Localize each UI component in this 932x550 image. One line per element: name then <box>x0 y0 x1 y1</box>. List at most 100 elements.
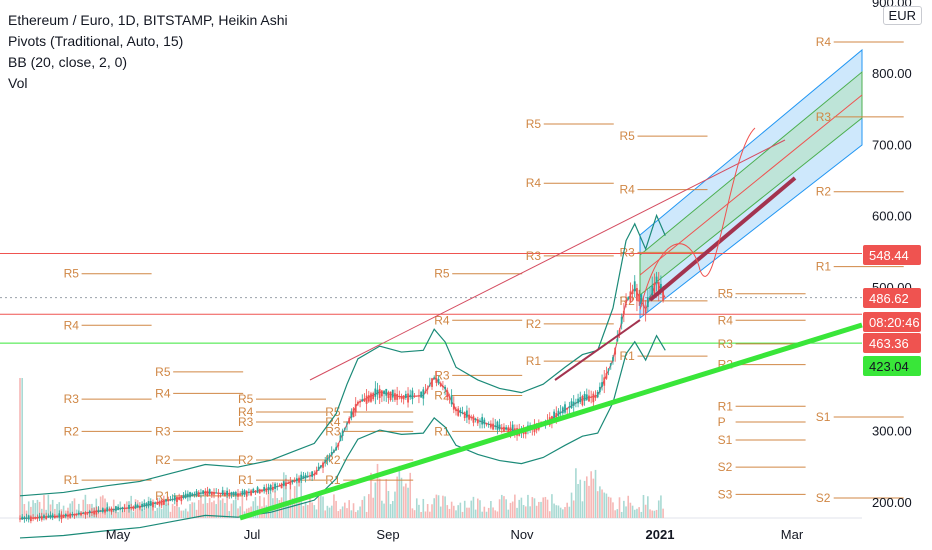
candle-body <box>256 487 259 493</box>
volume-label[interactable]: Vol <box>8 75 28 91</box>
volume-bar <box>291 498 294 518</box>
volume-bar <box>56 503 58 518</box>
volume-bar <box>313 505 316 518</box>
candle-body <box>333 450 335 453</box>
volume-bar <box>638 507 640 518</box>
candle-body <box>468 414 470 420</box>
candle-body <box>213 491 215 495</box>
volume-bar <box>520 497 523 518</box>
volume-bar <box>237 508 239 518</box>
pivot-label: R3 <box>526 249 542 263</box>
candle-body <box>176 496 178 502</box>
candle-body <box>483 419 486 425</box>
candle-body <box>91 512 93 514</box>
candle-body <box>276 486 279 488</box>
candle-body <box>25 517 28 519</box>
volume-bar <box>577 483 579 518</box>
candle-body <box>607 368 610 371</box>
volume-bar <box>211 502 213 518</box>
candle-body <box>609 363 612 366</box>
candle-body <box>193 494 196 496</box>
candle-body <box>165 499 167 502</box>
candle-body <box>73 513 76 516</box>
candle-body <box>638 294 641 302</box>
candle-body <box>128 504 130 510</box>
bb-basis <box>19 279 666 520</box>
volume-bar <box>62 505 65 518</box>
volume-bar <box>398 465 401 518</box>
candle-body <box>84 512 87 515</box>
pivot-label: R4 <box>238 405 254 419</box>
volume-bar <box>531 497 534 518</box>
candle-body <box>252 489 255 494</box>
volume-bar <box>171 503 174 518</box>
pivot-label: R5 <box>526 117 542 131</box>
candle-body <box>553 411 555 420</box>
pivot-label: R2 <box>238 453 254 467</box>
candle-body <box>651 285 654 296</box>
volume-bar <box>527 494 529 518</box>
volume-bar <box>263 497 265 518</box>
pivot-label: R5 <box>620 129 636 143</box>
pivot-label: R4 <box>64 318 80 332</box>
volume-bar <box>378 478 381 518</box>
volume-bar <box>73 498 76 518</box>
volume-bar <box>317 495 320 518</box>
volume-bar <box>485 511 488 518</box>
volume-bar <box>609 497 612 518</box>
symbol-title[interactable]: Ethereum / Euro, 1D, BITSTAMP, Heikin As… <box>8 12 288 28</box>
volume-bar <box>494 510 497 518</box>
volume-bar <box>184 508 187 518</box>
pivot-label: R2 <box>816 185 832 199</box>
candle-body <box>293 480 296 482</box>
volume-bar <box>492 507 494 518</box>
pivot-label: S2 <box>718 460 733 474</box>
volume-bar <box>503 496 505 518</box>
candle-body <box>581 396 584 406</box>
candle-body <box>476 419 479 424</box>
volume-bar <box>34 503 37 518</box>
candle-body <box>285 482 287 487</box>
currency-badge[interactable]: EUR <box>882 6 922 25</box>
candle-body <box>180 495 183 502</box>
candle-body <box>125 507 128 509</box>
wedge-line <box>554 319 641 381</box>
volume-bar <box>540 501 542 518</box>
candle-body <box>261 489 263 492</box>
volume-bar <box>559 507 562 518</box>
time-axis-tick: Mar <box>781 527 804 542</box>
volume-bar <box>400 477 403 518</box>
volume-bar <box>309 498 311 518</box>
candle-body <box>330 452 333 456</box>
candle-body <box>594 395 597 398</box>
volume-bar <box>189 504 191 518</box>
volume-bar <box>86 504 89 518</box>
candle-body <box>564 404 566 413</box>
volume-bar <box>99 496 102 518</box>
candle-body <box>173 495 176 501</box>
candle-body <box>433 377 436 379</box>
candle-body <box>75 514 78 516</box>
pivots-indicator-label[interactable]: Pivots (Traditional, Auto, 15) <box>8 33 184 49</box>
volume-bar <box>564 507 566 518</box>
candle-body <box>88 510 91 514</box>
price-axis-tick: 800.00 <box>872 66 912 81</box>
bollinger-bands-label[interactable]: BB (20, close, 2, 0) <box>8 54 128 70</box>
candle-body <box>110 508 113 513</box>
volume-bar <box>555 505 558 518</box>
candle-body <box>470 417 473 419</box>
candle-body <box>106 507 109 512</box>
volume-bar <box>381 500 383 518</box>
candle-body <box>496 421 499 430</box>
volume-bar <box>352 503 355 518</box>
volume-bar <box>407 487 409 518</box>
candle-body <box>575 402 577 404</box>
volume-bar <box>557 505 560 518</box>
candle-body <box>315 470 318 475</box>
candle-body <box>352 408 355 418</box>
candle-body <box>167 499 170 502</box>
volume-bar <box>516 507 518 518</box>
candle-body <box>51 514 54 518</box>
candle-body <box>62 514 65 519</box>
